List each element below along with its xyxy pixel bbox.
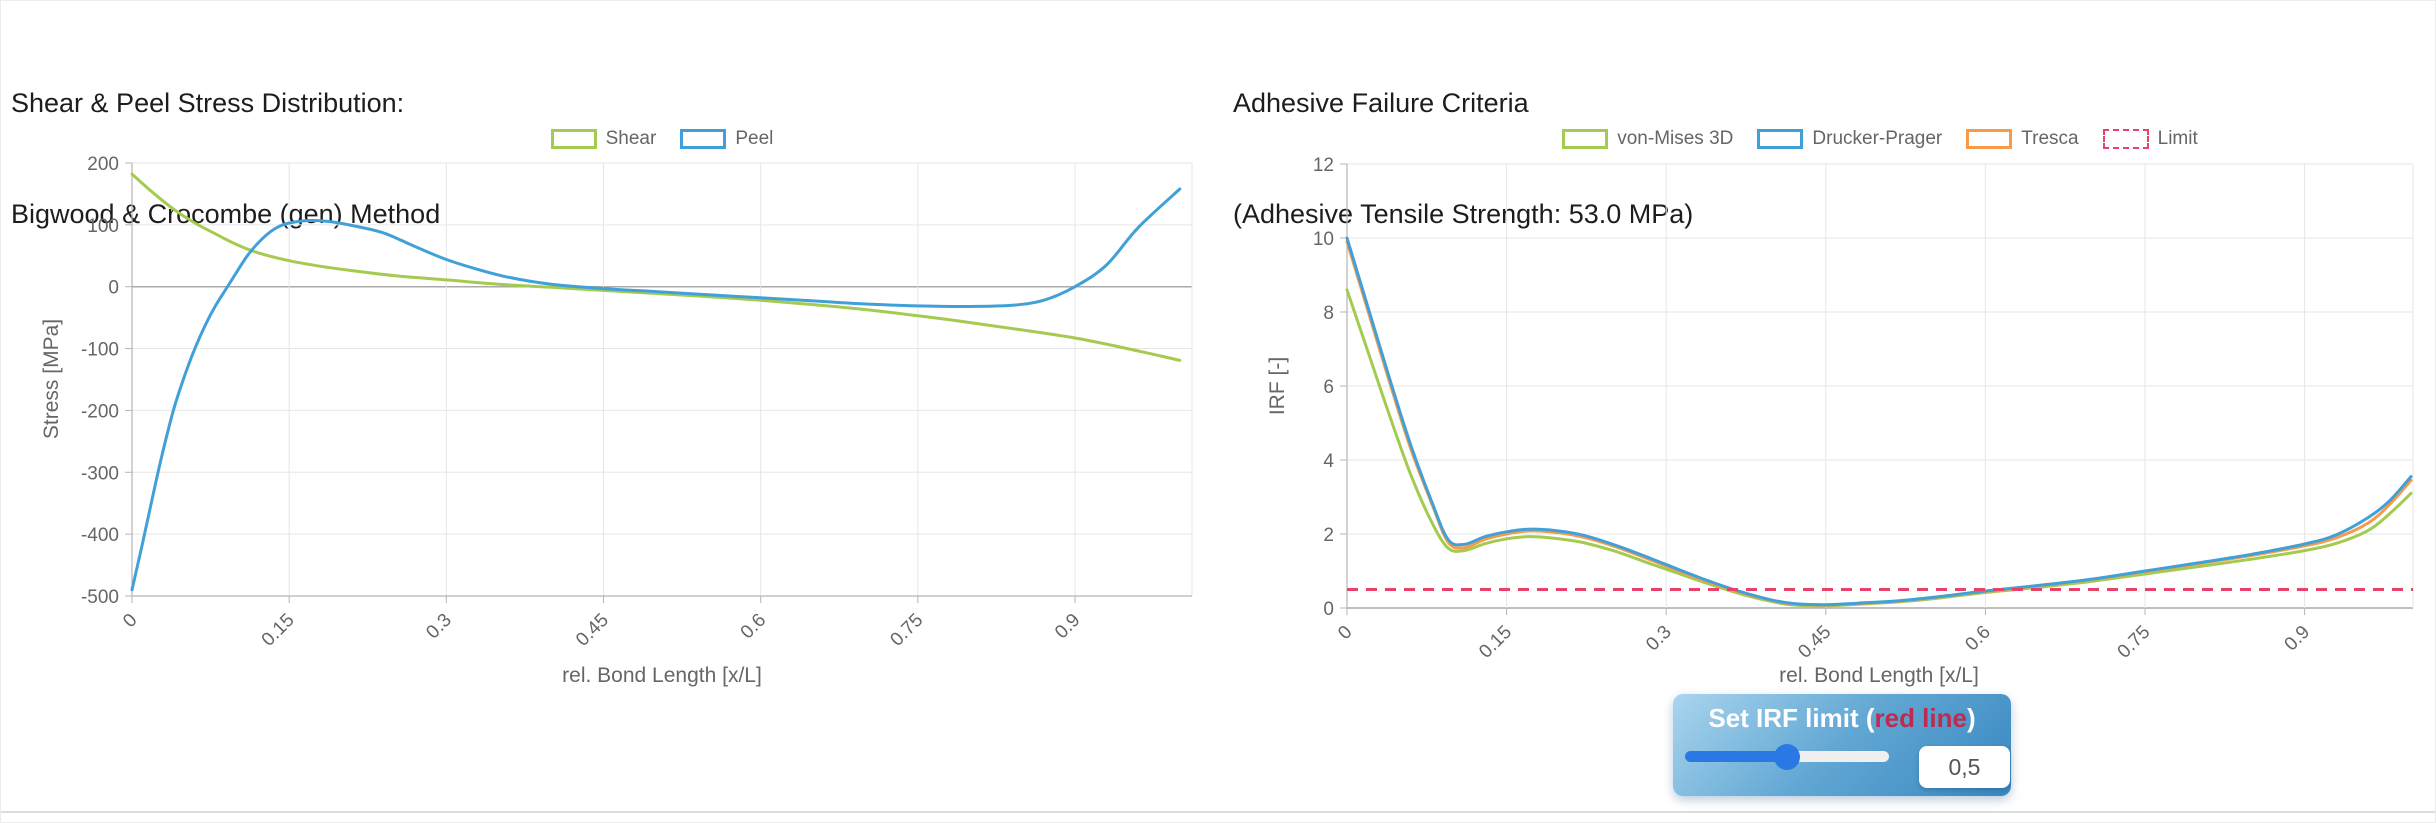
svg-text:0.3: 0.3 [422, 610, 456, 644]
right-chart-title-line2: (Adhesive Tensile Strength: 53.0 MPa) [1233, 199, 1694, 229]
series-0 [130, 172, 1182, 592]
right-chart-legend: von-Mises 3D Drucker-Prager Tresca Limit [1347, 126, 2413, 152]
y-axis-title-1: IRF [-] [1266, 357, 1289, 415]
left-chart-title: Shear & Peel Stress Distribution: Bigwoo… [11, 11, 440, 307]
legend-item-peel[interactable]: Peel [680, 128, 773, 150]
svg-text:0.45: 0.45 [572, 610, 613, 651]
legend-label: Drucker-Prager [1812, 128, 1943, 149]
right-chart-title: Adhesive Failure Criteria (Adhesive Tens… [1233, 11, 1693, 307]
svg-text:0: 0 [119, 610, 141, 632]
irf-limit-card-title: Set IRF limit (red line) [1708, 703, 1976, 733]
irf-limit-slider[interactable] [1685, 751, 1889, 762]
series-line-shear [130, 172, 1182, 362]
legend-label: Shear [605, 128, 657, 149]
panel-bottom-border [1, 811, 2435, 813]
svg-text:0.75: 0.75 [886, 610, 927, 651]
gridlines-0 [125, 162, 1193, 603]
svg-text:2: 2 [1323, 525, 1334, 546]
legend-label: Limit [2157, 128, 2198, 149]
x-axis-title-1: rel. Bond Length [x/L] [1779, 664, 1979, 687]
svg-text:0: 0 [108, 278, 119, 299]
x-axis-title-0: rel. Bond Length [x/L] [562, 664, 762, 687]
svg-text:8: 8 [1323, 303, 1334, 324]
legend-marker-drucker-prager [1757, 129, 1804, 149]
svg-text:4: 4 [1323, 451, 1334, 472]
legend-item-shear[interactable]: Shear [550, 128, 657, 150]
svg-text:-500: -500 [81, 587, 119, 608]
legend-marker-limit [2102, 129, 2149, 149]
left-chart-title-line2: Bigwood & Crocombe (gen) Method [11, 199, 441, 229]
svg-text:-200: -200 [81, 401, 119, 422]
series-line-peel [130, 187, 1182, 592]
legend-item-drucker-prager[interactable]: Drucker-Prager [1757, 128, 1942, 150]
svg-text:12: 12 [1313, 155, 1334, 176]
gridlines-1 [1340, 163, 2414, 615]
svg-text:0: 0 [1323, 599, 1334, 620]
svg-text:0.9: 0.9 [1051, 610, 1085, 644]
irf-limit-red-line-text: red line [1874, 703, 1967, 733]
axis-labels-1: 12 10 8 6 4 2 00 0.15 0.3 0.45 0.6 0.75 0.9 rel. Bond… [1266, 155, 2314, 687]
svg-text:0.9: 0.9 [2281, 622, 2315, 656]
svg-text:-300: -300 [81, 463, 119, 484]
series-1 [1345, 236, 2413, 608]
legend-marker-tresca [1966, 129, 2013, 149]
left-chart-legend: Shear Peel [132, 126, 1192, 152]
svg-text:0.75: 0.75 [2114, 622, 2155, 663]
legend-marker-von-mises-3d [1562, 129, 1609, 149]
svg-text:0.3: 0.3 [1642, 622, 1676, 656]
svg-text:10: 10 [1313, 229, 1334, 250]
legend-label: Tresca [2021, 128, 2079, 149]
svg-text:0.15: 0.15 [1475, 622, 1516, 663]
svg-text:0.45: 0.45 [1794, 622, 1835, 663]
right-chart-title-line1: Adhesive Failure Criteria [1233, 88, 1529, 118]
legend-label: Peel [735, 128, 774, 149]
y-axis-title-0: Stress [MPa] [40, 319, 63, 439]
svg-text:100: 100 [87, 216, 119, 237]
series-line-drucker-prager [1345, 236, 2413, 607]
svg-text:-100: -100 [81, 340, 119, 361]
svg-text:200: 200 [87, 154, 119, 175]
legend-label: von-Mises 3D [1617, 128, 1734, 149]
legend-marker-peel [680, 129, 727, 149]
legend-item-tresca[interactable]: Tresca [1966, 128, 2079, 150]
svg-text:-400: -400 [81, 525, 119, 546]
irf-limit-value-input[interactable] [1919, 746, 2010, 788]
legend-item-limit[interactable]: Limit [2102, 128, 2198, 150]
left-chart-title-line1: Shear & Peel Stress Distribution: [11, 88, 405, 118]
legend-marker-shear [550, 129, 597, 149]
irf-slider-wrap [1685, 751, 1889, 762]
svg-text:0: 0 [1334, 622, 1356, 644]
legend-item-von-mises-3d[interactable]: von-Mises 3D [1562, 128, 1733, 150]
svg-text:0.6: 0.6 [737, 610, 771, 644]
svg-text:6: 6 [1323, 377, 1334, 398]
svg-text:0.6: 0.6 [1961, 622, 1995, 656]
svg-text:0.15: 0.15 [258, 610, 299, 651]
